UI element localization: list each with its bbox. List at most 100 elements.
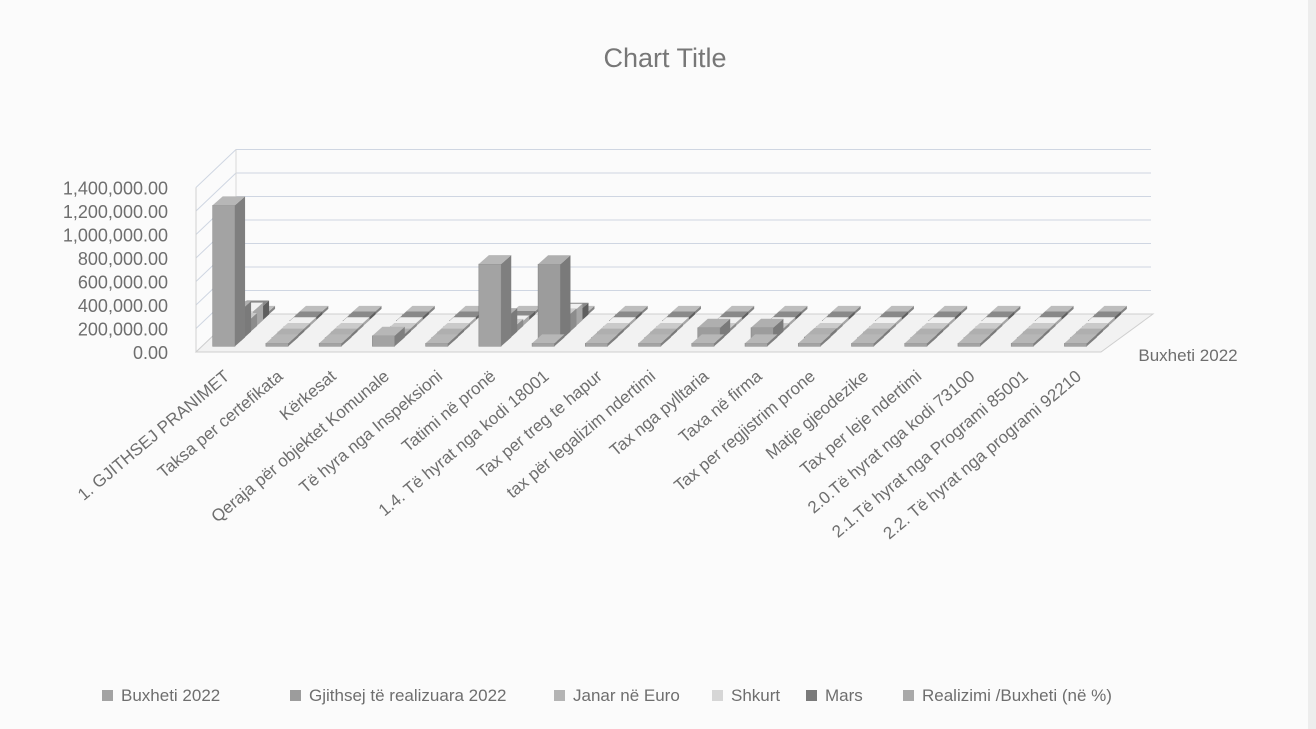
legend-item: Janar në Euro — [554, 686, 680, 705]
bar-top — [212, 196, 246, 206]
y-tick-label: 800,000.00 — [78, 249, 168, 269]
bar-top — [1011, 334, 1044, 344]
bar-front — [372, 335, 395, 347]
bar — [372, 326, 405, 347]
bar — [265, 334, 299, 347]
legend-swatch — [712, 690, 723, 701]
gridline — [195, 219, 1151, 259]
bar-top — [798, 334, 831, 344]
bar-side — [1086, 334, 1097, 347]
bar — [537, 255, 571, 341]
bar-top — [319, 334, 352, 344]
bar-side — [607, 334, 618, 347]
bar — [585, 334, 618, 347]
bar-top — [751, 318, 784, 328]
bar — [691, 334, 725, 347]
bar-front — [585, 343, 608, 347]
legend-label: Realizimi /Buxheti (në %) — [922, 686, 1112, 705]
scan-edge — [1308, 0, 1316, 729]
bar-front — [691, 343, 715, 347]
legend: Buxheti 2022 Gjithsej të realizuara 2022 J… — [102, 686, 1112, 705]
bar-side — [660, 334, 671, 347]
bar — [744, 334, 778, 347]
legend-label: Shkurt — [731, 686, 780, 705]
bar-top — [1064, 334, 1097, 344]
bar-side — [927, 334, 938, 347]
bar-top — [691, 334, 725, 344]
bar — [957, 334, 991, 347]
legend-item: Buxheti 2022 — [102, 686, 220, 705]
bar-front — [425, 343, 449, 347]
bar-top — [478, 255, 512, 265]
bar — [1010, 334, 1044, 347]
bar-front — [851, 343, 875, 347]
y-tick-label: 600,000.00 — [78, 273, 168, 293]
gridline — [195, 243, 1151, 282]
bar — [425, 334, 459, 347]
bar — [212, 196, 246, 347]
legend-swatch — [102, 690, 113, 701]
legend-item: Realizimi /Buxheti (në %) — [903, 686, 1112, 705]
legend-item: Shkurt — [712, 686, 780, 705]
bar-side — [341, 334, 352, 347]
bar-top — [638, 334, 671, 344]
gridline — [195, 149, 1151, 188]
y-tick-label: 200,000.00 — [78, 320, 168, 340]
legend-label: Buxheti 2022 — [121, 686, 220, 705]
bar-front — [212, 205, 236, 347]
bar-top — [538, 255, 571, 265]
bar-top — [745, 334, 778, 344]
bar-side — [235, 196, 246, 347]
bar-top — [957, 334, 991, 344]
bar — [478, 255, 512, 347]
depth-axis: Buxheti 2022 — [1138, 346, 1237, 365]
bar-side — [873, 334, 884, 347]
bar-front — [744, 343, 768, 347]
bar-top — [532, 334, 565, 344]
bar-side — [767, 334, 778, 347]
y-tick-label: 1,400,000.00 — [63, 179, 168, 199]
gridline — [195, 172, 1151, 212]
bar-side — [820, 334, 831, 347]
bar — [851, 334, 884, 347]
bar — [531, 334, 565, 347]
gridline — [195, 196, 1151, 235]
legend-label: Mars — [825, 686, 863, 705]
bar — [797, 334, 831, 347]
bar-side — [554, 334, 565, 347]
legend-swatch — [806, 690, 817, 701]
bar-front — [478, 263, 502, 347]
bar-top — [904, 334, 938, 344]
gridline — [195, 266, 1151, 306]
bars-layer — [212, 196, 1127, 347]
bar-side — [288, 334, 299, 347]
bar-front — [904, 343, 928, 347]
bar-top — [265, 334, 299, 344]
bar-side — [1033, 334, 1044, 347]
legend-label: Gjithsej të realizuara 2022 — [309, 686, 507, 705]
bar-top — [697, 318, 731, 328]
bar-front — [638, 343, 662, 347]
legend-swatch — [554, 690, 565, 701]
bar-front — [265, 343, 289, 347]
y-tick-label: 0.00 — [133, 343, 168, 363]
bar-side — [501, 255, 512, 347]
y-tick-label: 1,000,000.00 — [63, 226, 168, 246]
y-tick-label: 400,000.00 — [78, 296, 168, 316]
y-axis: 1,400,000.00 1,200,000.00 1,000,000.00 800,… — [63, 179, 168, 364]
bar-top — [425, 334, 459, 344]
x-tick-label: 2.1.Të hyrat nga Programi 85001 — [828, 367, 1031, 542]
bar — [638, 334, 671, 347]
legend-label: Janar në Euro — [573, 686, 680, 705]
legend-swatch — [903, 690, 914, 701]
bar-side — [714, 334, 725, 347]
bar-front — [531, 343, 555, 347]
chart-title: Chart Title — [603, 43, 726, 73]
bar-side — [980, 334, 991, 347]
bar-side — [394, 326, 405, 347]
bar-top — [851, 334, 884, 344]
bar-front — [1010, 343, 1034, 347]
bar-front — [1064, 343, 1088, 347]
